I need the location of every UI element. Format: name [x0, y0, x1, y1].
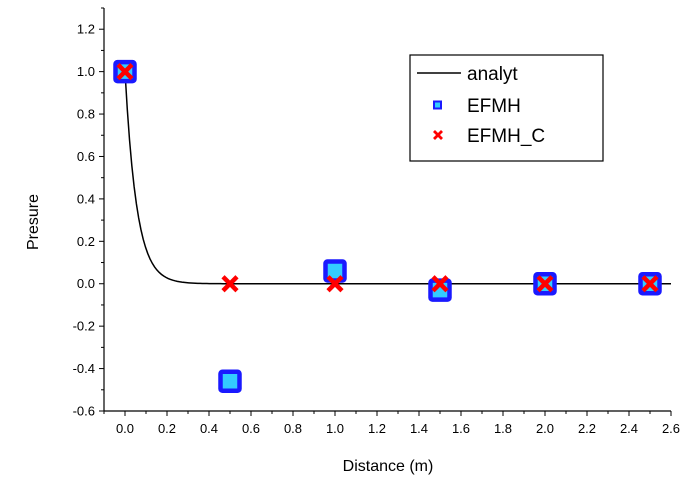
x-tick-label: 1.0 [326, 421, 344, 436]
efmh-c-marker [641, 275, 659, 293]
efmh-c-marker [116, 63, 134, 81]
x-tick-label: 2.2 [578, 421, 596, 436]
legend-swatch-square [433, 100, 442, 110]
legend-label: EFMH [467, 96, 521, 117]
efmh-c-marker [326, 275, 344, 293]
y-tick-label: 0.8 [77, 107, 95, 122]
efmh-marker [218, 369, 242, 394]
x-axis-title: Distance (m) [343, 458, 434, 475]
y-tick-label: 0.2 [77, 234, 95, 249]
y-tick-label: 0.6 [77, 149, 95, 164]
x-tick-label: 1.4 [410, 421, 428, 436]
efmh-c-marker [221, 275, 239, 293]
legend-label: EFMH_C [467, 126, 545, 147]
x-tick-label: 0.6 [242, 421, 260, 436]
efmh-c-marker [431, 275, 449, 293]
y-axis-title: Presure [25, 194, 42, 250]
y-tick-label: -0.2 [73, 319, 95, 334]
x-tick-label: 0.0 [116, 421, 134, 436]
x-tick-label: 2.4 [620, 421, 638, 436]
plot-area [113, 59, 671, 394]
legend: analyt EFMH EFMH_C [409, 54, 604, 162]
x-tick-label: 1.2 [368, 421, 386, 436]
y-tick-label: -0.4 [73, 361, 95, 376]
y-tick-label: 1.2 [77, 22, 95, 37]
y-tick-label: 0.0 [77, 276, 95, 291]
efmh-marker [323, 259, 347, 283]
y-tick-label: 0.4 [77, 191, 95, 206]
legend-swatch-cross [433, 130, 443, 140]
x-tick-label: 2.0 [536, 421, 554, 436]
y-tick-label: -0.6 [73, 404, 95, 419]
x-tick-label: 1.8 [494, 421, 512, 436]
efmh-c-marker [536, 275, 554, 293]
x-tick-label: 0.4 [200, 421, 218, 436]
series-line-analyt [124, 71, 671, 285]
x-tick-label: 1.6 [452, 421, 470, 436]
x-tick-label: 2.6 [662, 421, 680, 436]
legend-label: analyt [467, 64, 518, 85]
axes: 0.0 0.2 0.4 0.6 0.8 1.0 1.2 1.4 1.6 1.8 2.0 2.2 2.4 2… [73, 7, 680, 436]
y-tick-label: 1.0 [77, 64, 95, 79]
x-tick-label: 0.2 [158, 421, 176, 436]
x-tick-label: 0.8 [284, 421, 302, 436]
